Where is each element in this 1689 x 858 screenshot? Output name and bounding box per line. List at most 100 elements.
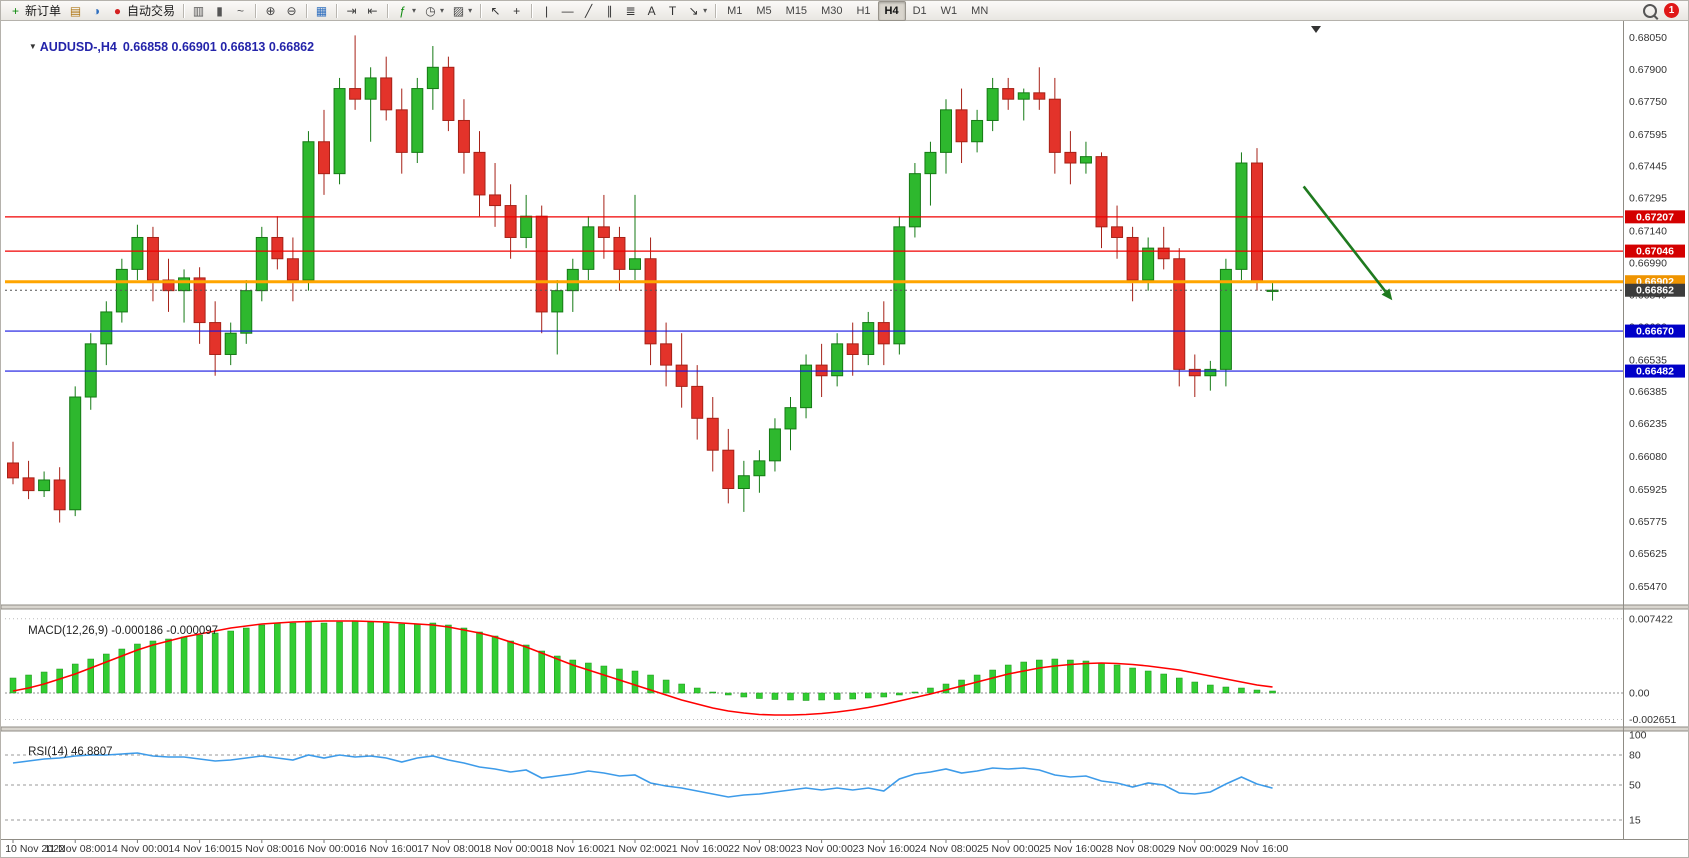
macd-histogram-bar — [989, 669, 996, 694]
channel-button[interactable]: ∥ — [599, 1, 620, 21]
zoom-in-button[interactable]: ⊕ — [260, 1, 281, 21]
trend-arrow-annotation[interactable] — [1302, 185, 1387, 293]
vertical-line-button[interactable]: | — [536, 1, 557, 21]
candle-body — [675, 364, 688, 387]
macd-histogram-bar — [1082, 660, 1090, 694]
horizontal-line-button[interactable]: — — [557, 1, 578, 21]
axis-label: 50 — [1629, 780, 1641, 792]
toolbar-right: 1 — [1643, 3, 1684, 18]
templates-button[interactable]: ▨ ▾ — [448, 1, 476, 21]
toolbar-separator — [715, 3, 717, 18]
chart-window-button[interactable]: ▤ — [65, 1, 86, 21]
macd-histogram-bar — [87, 658, 94, 694]
axis-label: 14 Nov 00:00 — [106, 843, 169, 855]
search-icon[interactable] — [1643, 3, 1657, 18]
candle-body — [1173, 258, 1186, 370]
clock-icon: ◷ — [425, 3, 436, 18]
macd-histogram-bar — [585, 662, 592, 694]
macd-histogram-bar — [71, 663, 79, 694]
main-price-panel[interactable] — [5, 35, 1623, 523]
timeframe-h4-button[interactable]: H4 — [877, 1, 906, 21]
axis-label: 0.67750 — [1629, 96, 1667, 108]
trendline-icon: ╱ — [584, 3, 593, 18]
timeframe-m30-button-label: M30 — [821, 4, 843, 17]
macd-histogram-bar — [802, 692, 810, 701]
zoom-out-button[interactable]: ⊖ — [281, 1, 302, 21]
auto-scroll-button[interactable]: ⇥ — [341, 1, 362, 21]
panel-splitter[interactable] — [1, 604, 1689, 610]
price-axis[interactable]: 0.68050 0.67900 0.67750 0.67595 0.67445 0.672… — [1625, 32, 1685, 827]
macd-histogram-bar — [1222, 686, 1230, 694]
macd-histogram-bar — [149, 640, 157, 694]
text-button[interactable]: A — [641, 1, 662, 21]
macd-panel[interactable] — [5, 618, 1623, 721]
candlestick-chart-button[interactable]: ▮ — [209, 1, 230, 21]
chart-canvas[interactable]: 0.68050 0.67900 0.67750 0.67595 0.67445 0.672… — [1, 21, 1689, 858]
axis-label: 18 Nov 00:00 — [479, 843, 542, 855]
candle-body — [753, 460, 766, 477]
arrow-tools-button[interactable]: ↘ ▾ — [683, 1, 711, 21]
timeframe-d1-button[interactable]: D1 — [906, 1, 934, 21]
timeframe-m30-button[interactable]: M30 — [814, 1, 849, 21]
axis-label: 24 Nov 08:00 — [915, 843, 978, 855]
indicators-icon: ƒ — [399, 3, 406, 18]
macd-histogram-bar — [756, 692, 763, 699]
candle-body — [271, 236, 284, 260]
cursor-icon: ↖ — [490, 3, 501, 18]
line-chart-button[interactable]: ~ — [230, 1, 251, 21]
macd-histogram-bar — [103, 653, 110, 694]
timeframes-menu-button[interactable]: ◷ ▾ — [420, 1, 448, 21]
axis-label: 0.66990 — [1629, 258, 1667, 270]
macd-histogram-bar — [211, 632, 219, 694]
fibonacci-button[interactable]: ≣ — [620, 1, 641, 21]
macd-histogram-bar — [880, 692, 888, 698]
autotrading-button[interactable]: ● 自动交易 — [107, 1, 179, 21]
cursor-button[interactable]: ↖ — [485, 1, 506, 21]
axis-label: 80 — [1629, 750, 1641, 762]
chart-window[interactable]: 0.68050 0.67900 0.67750 0.67595 0.67445 0.672… — [1, 21, 1689, 858]
chart-shift-button[interactable]: ⇤ — [362, 1, 383, 21]
timeframe-mn-button-label: MN — [971, 4, 989, 17]
candle-body — [862, 322, 875, 355]
timeframe-w1-button[interactable]: W1 — [934, 1, 965, 21]
axis-label: 28 Nov 08:00 — [1101, 843, 1164, 855]
current-price-badge — [1625, 283, 1685, 297]
notification-badge[interactable]: 1 — [1664, 3, 1679, 18]
chart-shift-marker-icon[interactable] — [1311, 26, 1321, 33]
indicators-button[interactable]: ƒ ▾ — [392, 1, 420, 21]
macd-histogram-bar — [227, 630, 234, 694]
rsi-panel[interactable] — [5, 752, 1623, 821]
timeframe-h4-button-label: H4 — [884, 4, 899, 17]
macd-histogram-bar — [305, 621, 312, 694]
new-order-button-label: 新订单 — [25, 4, 62, 18]
candle-body — [131, 236, 144, 270]
macd-histogram-bar — [1098, 662, 1105, 694]
candle-body — [426, 66, 439, 90]
axis-label: 0.67140 — [1629, 226, 1667, 238]
zoom-in-icon: ⊕ — [265, 3, 276, 18]
candle-body — [955, 109, 968, 143]
axis-label: 0.66482 — [1636, 366, 1674, 378]
timeframe-m5-button[interactable]: M5 — [749, 1, 778, 21]
candle-body — [1126, 236, 1139, 281]
timeframe-mn-button[interactable]: MN — [964, 1, 995, 21]
bar-chart-button[interactable]: ▥ — [188, 1, 209, 21]
axis-label: 0.67900 — [1629, 64, 1667, 76]
candle-body — [1219, 268, 1232, 370]
timeframe-m15-button[interactable]: M15 — [779, 1, 814, 21]
crosshair-button[interactable]: + — [506, 1, 527, 21]
candle-body — [349, 88, 362, 100]
label-button[interactable]: T — [662, 1, 683, 21]
chevron-down-icon: ▾ — [468, 6, 473, 15]
timeframe-m1-button[interactable]: M1 — [720, 1, 749, 21]
new-order-button[interactable]: + 新订单 — [5, 1, 65, 21]
axis-label: 23 Nov 16:00 — [853, 843, 916, 855]
candle-body — [831, 343, 844, 377]
trendline-button[interactable]: ╱ — [578, 1, 599, 21]
timeframe-h1-button[interactable]: H1 — [849, 1, 877, 21]
panel-splitter[interactable] — [1, 726, 1689, 732]
tile-windows-button[interactable]: ▦ — [311, 1, 332, 21]
macd-histogram-bar — [1144, 670, 1152, 694]
refresh-button[interactable]: ◑ — [86, 1, 107, 21]
